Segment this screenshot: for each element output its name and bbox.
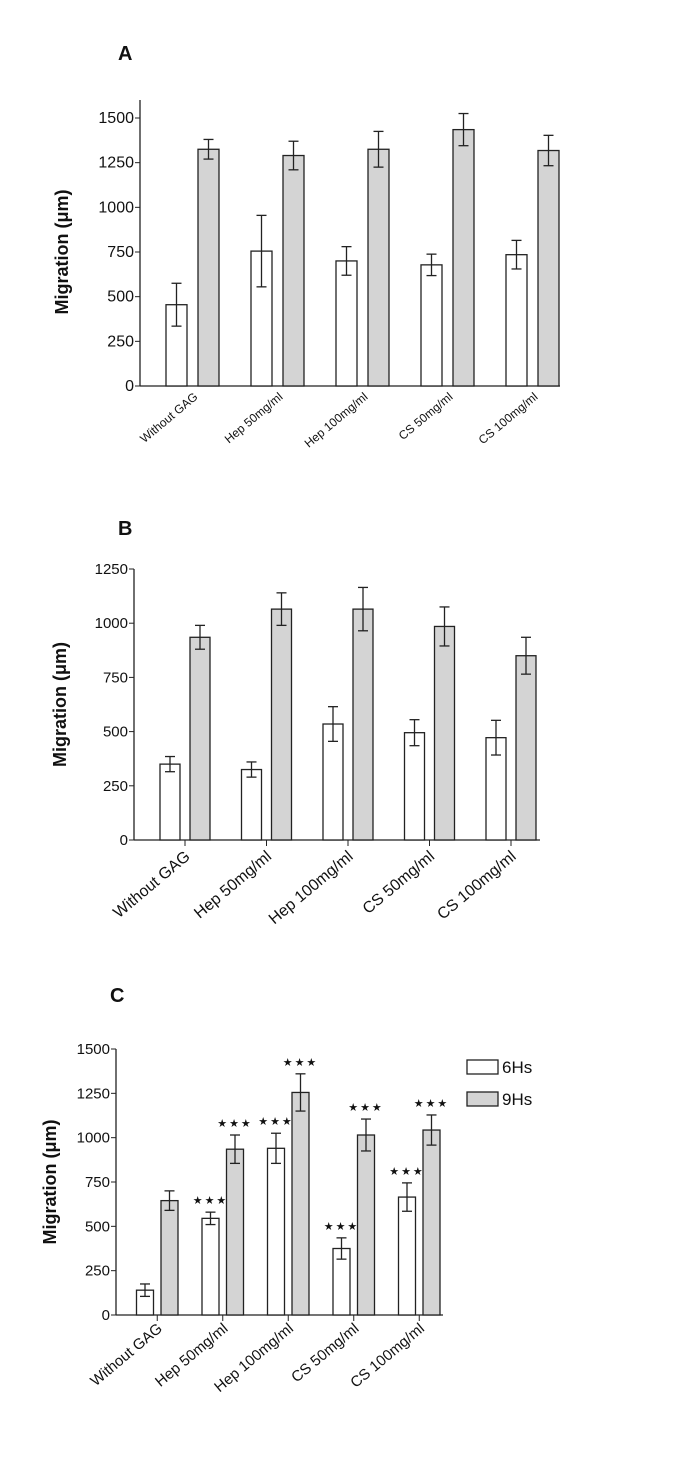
y-tick-label: 500 — [103, 724, 128, 741]
bar-9hs — [189, 636, 211, 841]
y-tick-label: 250 — [85, 1263, 110, 1280]
bar-9hs — [356, 1134, 376, 1316]
bar-9hs — [452, 128, 475, 387]
y-tick-label: 750 — [107, 244, 134, 261]
bar-6hs — [403, 732, 426, 841]
x-tick-label: CS 50mg/ml — [396, 390, 456, 443]
bar-9hs — [291, 1091, 310, 1316]
bar-6hs — [159, 763, 181, 841]
significance-stars: ★★★ — [324, 1221, 360, 1233]
y-tick-label: 250 — [103, 778, 128, 795]
y-tick-label: 500 — [85, 1218, 110, 1235]
panel-label: C — [110, 985, 124, 1007]
x-tick-label: Hep 100mg/ml — [302, 390, 371, 451]
legend-label: 6Hs — [502, 1058, 532, 1077]
y-tick-label: 0 — [125, 378, 134, 395]
y-tick-label: 750 — [85, 1174, 110, 1191]
x-tick-label: CS 100mg/ml — [476, 390, 541, 447]
panel-label: B — [118, 518, 132, 540]
y-axis-label: Migration (μm) — [40, 1119, 60, 1244]
bar-6hs — [240, 768, 263, 841]
y-tick-label: 1500 — [98, 110, 134, 127]
x-tick-label: Hep 50mg/ml — [222, 390, 286, 447]
significance-stars: ★★★ — [193, 1195, 229, 1207]
bar-9hs — [352, 608, 374, 841]
panel-a: A 0 250 500 750 1000 1250 1500 Migration (μm) Wit… — [52, 43, 560, 450]
legend: 6Hs 9Hs — [466, 1058, 532, 1109]
y-tick-label: 1500 — [77, 1041, 110, 1058]
significance-stars: ★★★ — [348, 1102, 384, 1114]
significance-stars: ★★★ — [283, 1057, 319, 1069]
x-tick-label: Hep 50mg/ml — [191, 848, 275, 922]
y-tick-label: 250 — [107, 333, 134, 350]
y-tick-label: 750 — [103, 669, 128, 686]
significance-stars: ★★★ — [389, 1166, 425, 1178]
x-tick-label: Without GAG — [137, 390, 200, 446]
y-tick-label: 1250 — [77, 1085, 110, 1102]
x-tick-label: CS 100mg/ml — [434, 848, 519, 923]
y-tick-label: 1000 — [95, 615, 128, 632]
bar-6hs — [201, 1217, 220, 1316]
y-axis-label: Migration (μm) — [50, 642, 70, 767]
y-tick-label: 1250 — [98, 155, 134, 172]
bar-9hs — [270, 608, 293, 841]
bar-9hs — [515, 655, 537, 841]
y-tick-label: 1000 — [77, 1130, 110, 1147]
bar-9hs — [282, 154, 305, 387]
bar-9hs — [537, 149, 560, 387]
bar-6hs — [420, 264, 443, 387]
x-tick-label: CS 50mg/ml — [360, 848, 438, 918]
bar-6hs — [397, 1196, 417, 1316]
panel-label: A — [118, 43, 132, 65]
significance-stars: ★★★ — [217, 1118, 253, 1130]
y-tick-label: 0 — [102, 1307, 110, 1324]
x-tick-label: Without GAG — [110, 848, 193, 922]
bar-6hs — [266, 1147, 286, 1316]
bar-9hs — [422, 1129, 441, 1316]
significance-stars: ★★★ — [258, 1116, 294, 1128]
bar-9hs — [433, 625, 456, 841]
bar-9hs — [197, 148, 220, 387]
y-tick-label: 0 — [120, 832, 128, 849]
x-tick-label: Hep 100mg/ml — [266, 848, 357, 928]
legend-label: 9Hs — [502, 1090, 532, 1109]
bar-9hs — [160, 1199, 179, 1316]
bar-6hs — [505, 254, 528, 387]
panel-b: B 0 250 500 750 1000 1250 Migration (μm) Without… — [50, 518, 540, 928]
legend-swatch — [466, 1059, 499, 1075]
bar-9hs — [225, 1148, 245, 1316]
y-axis-label: Migration (μm) — [52, 189, 72, 314]
y-tick-label: 1000 — [98, 199, 134, 216]
bar-9hs — [367, 148, 390, 387]
y-tick-label: 500 — [107, 289, 134, 306]
significance-stars: ★★★ — [414, 1098, 450, 1110]
bar-6hs — [335, 260, 358, 387]
y-tick-label: 1250 — [95, 561, 128, 578]
legend-swatch — [466, 1091, 499, 1107]
